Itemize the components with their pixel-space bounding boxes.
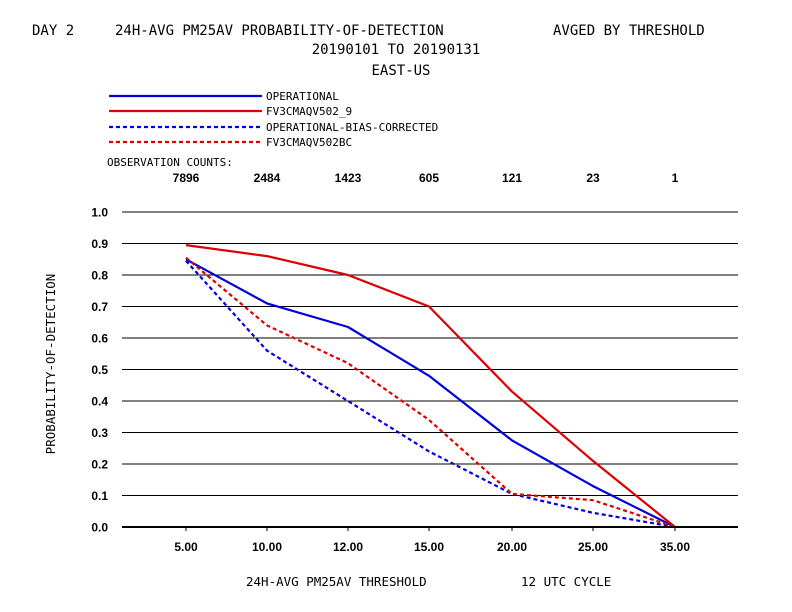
legend-label: FV3CMAQV502_9 <box>266 105 352 118</box>
chart-title: 24H-AVG PM25AV PROBABILITY-OF-DETECTION <box>115 23 444 39</box>
series-line-3 <box>185 260 676 529</box>
x-axis-ticks: 5.00 10.00 12.00 15.00 20.00 25.00 35.00 <box>174 527 690 554</box>
legend-label: FV3CMAQV502BC <box>266 136 352 149</box>
legend-label: OPERATIONAL <box>266 90 339 103</box>
series-line-4 <box>185 256 676 529</box>
observation-count: 1423 <box>335 171 362 185</box>
x-tick-label: 15.00 <box>414 540 444 554</box>
x-tick-label: 20.00 <box>497 540 527 554</box>
x-tick-label: 35.00 <box>660 540 690 554</box>
observation-count: 605 <box>419 171 439 185</box>
y-tick-label: 0.1 <box>91 489 108 503</box>
y-tick-label: 0.7 <box>91 300 108 314</box>
observation-count: 121 <box>502 171 522 185</box>
gridlines <box>122 211 738 496</box>
x-tick-label: 5.00 <box>174 540 198 554</box>
y-tick-label: 0.5 <box>91 363 108 377</box>
y-tick-label: 0.9 <box>91 237 108 251</box>
y-axis-ticks: 0.0 0.1 0.2 0.3 0.4 0.5 0.6 0.7 0.8 0.9 1.0 <box>91 206 108 535</box>
y-tick-label: 0.6 <box>91 332 108 346</box>
legend-label: OPERATIONAL-BIAS-CORRECTED <box>266 121 438 134</box>
observation-count: 1 <box>672 171 679 185</box>
y-tick-label: 0.8 <box>91 269 108 283</box>
x-tick-label: 12.00 <box>333 540 363 554</box>
series-line-1 <box>185 258 676 528</box>
y-tick-label: 0.2 <box>91 458 108 472</box>
date-range: 20190101 TO 20190131 <box>312 42 481 58</box>
y-tick-label: 0.4 <box>91 395 108 409</box>
observation-count: 23 <box>586 171 600 185</box>
observation-counts-label: OBSERVATION COUNTS: <box>107 156 233 169</box>
y-tick-label: 0.3 <box>91 426 108 440</box>
day-label: DAY 2 <box>32 23 74 39</box>
averaging-label: AVGED BY THRESHOLD <box>553 23 705 39</box>
series-lines <box>185 244 676 529</box>
observation-counts: 7896 2484 1423 605 121 23 1 <box>173 171 679 185</box>
x-tick-label: 10.00 <box>252 540 282 554</box>
x-tick-label: 25.00 <box>578 540 608 554</box>
y-tick-label: 1.0 <box>91 206 108 220</box>
y-axis-title: PROBABILITY-OF-DETECTION <box>43 274 58 455</box>
observation-count: 2484 <box>254 171 281 185</box>
legend: OPERATIONAL FV3CMAQV502_9 OPERATIONAL-BIAS… <box>109 90 438 149</box>
region-label: EAST-US <box>371 63 430 79</box>
cycle-label: 12 UTC CYCLE <box>521 574 611 589</box>
observation-count: 7896 <box>173 171 200 185</box>
y-tick-label: 0.0 <box>91 521 108 535</box>
x-axis-title: 24H-AVG PM25AV THRESHOLD <box>246 574 427 589</box>
series-line-2 <box>185 244 676 528</box>
